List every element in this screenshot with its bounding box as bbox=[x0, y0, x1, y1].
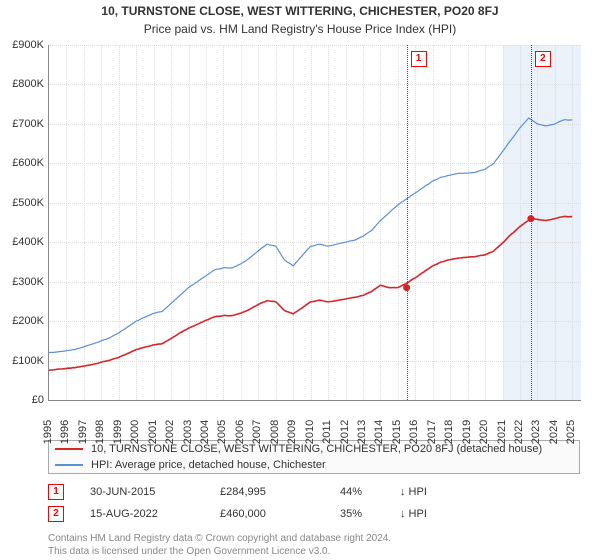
x-axis-label: 2010 bbox=[304, 420, 316, 444]
x-axis-label: 2011 bbox=[321, 420, 333, 444]
legend-label: 10, TURNSTONE CLOSE, WEST WITTERING, CHI… bbox=[91, 443, 542, 455]
x-axis-label: 2019 bbox=[461, 420, 473, 444]
x-axis-label: 2000 bbox=[129, 420, 141, 444]
x-axis-label: 2016 bbox=[408, 420, 420, 444]
x-axis-label: 2018 bbox=[443, 420, 455, 444]
marker-line-1 bbox=[407, 45, 408, 400]
x-axis-label: 1998 bbox=[94, 420, 106, 444]
chart-subtitle: Price paid vs. HM Land Registry's House … bbox=[0, 22, 600, 36]
legend-label: HPI: Average price, detached house, Chic… bbox=[91, 459, 326, 471]
series-property bbox=[49, 216, 572, 370]
y-axis-label: £800K bbox=[2, 78, 44, 90]
transaction-row: 1 30-JUN-2015£284,99544%↓ HPI bbox=[48, 484, 580, 500]
x-axis-label: 2006 bbox=[234, 420, 246, 444]
x-axis-label: 2024 bbox=[548, 420, 560, 444]
transaction-vs: ↓ HPI bbox=[400, 508, 427, 520]
x-axis-label: 2014 bbox=[373, 420, 385, 444]
transaction-marker: 1 bbox=[48, 484, 64, 500]
x-axis-label: 2005 bbox=[216, 420, 228, 444]
transaction-pct: 35% bbox=[340, 508, 400, 520]
x-axis-label: 2025 bbox=[565, 420, 577, 444]
x-axis-label: 2004 bbox=[199, 420, 211, 444]
transaction-price: £460,000 bbox=[220, 508, 340, 520]
chart-svg bbox=[49, 45, 581, 400]
x-axis-label: 2021 bbox=[496, 420, 508, 444]
y-axis-label: £600K bbox=[2, 157, 44, 169]
transaction-vs: ↓ HPI bbox=[400, 486, 427, 498]
x-axis-label: 2013 bbox=[356, 420, 368, 444]
y-axis-label: £0 bbox=[2, 394, 44, 406]
x-axis-label: 2003 bbox=[182, 420, 194, 444]
footer-attribution: Contains HM Land Registry data © Crown c… bbox=[48, 532, 580, 558]
y-axis-label: £100K bbox=[2, 355, 44, 367]
x-axis-label: 2001 bbox=[147, 420, 159, 444]
x-axis-label: 2002 bbox=[164, 420, 176, 444]
transaction-marker: 2 bbox=[48, 506, 64, 522]
transaction-row: 2 15-AUG-2022£460,00035%↓ HPI bbox=[48, 506, 580, 522]
transaction-date: 30-JUN-2015 bbox=[90, 486, 220, 498]
y-axis-label: £300K bbox=[2, 276, 44, 288]
x-axis-label: 1996 bbox=[59, 420, 71, 444]
legend: 10, TURNSTONE CLOSE, WEST WITTERING, CHI… bbox=[48, 440, 580, 474]
marker-badge-2: 2 bbox=[535, 51, 551, 67]
chart-area: 12 bbox=[48, 45, 581, 401]
chart-title: 10, TURNSTONE CLOSE, WEST WITTERING, CHI… bbox=[0, 4, 600, 18]
x-axis-label: 2017 bbox=[426, 420, 438, 444]
legend-swatch bbox=[55, 448, 83, 450]
x-axis-label: 2009 bbox=[286, 420, 298, 444]
transaction-price: £284,995 bbox=[220, 486, 340, 498]
x-axis-label: 2023 bbox=[530, 420, 542, 444]
marker-line-2 bbox=[531, 45, 532, 400]
transaction-date: 15-AUG-2022 bbox=[90, 508, 220, 520]
x-axis-label: 1997 bbox=[77, 420, 89, 444]
footer-line2: This data is licensed under the Open Gov… bbox=[48, 545, 580, 558]
y-axis-label: £200K bbox=[2, 315, 44, 327]
y-axis-label: £900K bbox=[2, 39, 44, 51]
x-axis-label: 2007 bbox=[251, 420, 263, 444]
legend-swatch bbox=[55, 464, 83, 466]
y-axis-label: £400K bbox=[2, 236, 44, 248]
x-axis-label: 2015 bbox=[391, 420, 403, 444]
marker-badge-1: 1 bbox=[411, 51, 427, 67]
transaction-pct: 44% bbox=[340, 486, 400, 498]
y-axis-label: £700K bbox=[2, 118, 44, 130]
x-axis-label: 1999 bbox=[112, 420, 124, 444]
x-axis-label: 2020 bbox=[478, 420, 490, 444]
y-axis-label: £500K bbox=[2, 197, 44, 209]
x-axis-label: 2008 bbox=[269, 420, 281, 444]
x-axis-label: 1995 bbox=[42, 420, 54, 444]
series-hpi bbox=[49, 118, 572, 353]
x-axis-label: 2022 bbox=[513, 420, 525, 444]
x-axis-label: 2012 bbox=[339, 420, 351, 444]
legend-item: HPI: Average price, detached house, Chic… bbox=[49, 457, 579, 473]
footer-line1: Contains HM Land Registry data © Crown c… bbox=[48, 532, 580, 545]
